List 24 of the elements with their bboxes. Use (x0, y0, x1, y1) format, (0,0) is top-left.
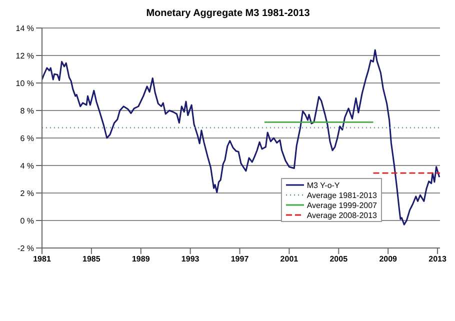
y-tick-label: 8 % (20, 106, 34, 116)
x-tick-label: 2013 (428, 254, 447, 264)
line-series (42, 49, 440, 226)
y-tick-label: 0 % (20, 216, 34, 226)
legend-label: M3 Y-o-Y (306, 180, 340, 190)
y-tick-label: 6 % (20, 134, 34, 143)
chart-title: Monetary Aggregate M3 1981-2013 (145, 8, 311, 21)
legend-label: Average 1981-2013 (306, 190, 377, 200)
x-tick-label: 1985 (82, 254, 101, 264)
y-tick-label: 4 % (20, 161, 34, 170)
x-tick-label: 2001 (280, 254, 299, 264)
legend-label: Average 2008-2013 (306, 210, 377, 220)
y-tick-label: 12 % (16, 51, 34, 60)
x-tick-label: 2005 (330, 254, 348, 264)
y-tick-label: -2 % (18, 244, 34, 253)
legend-label: Average 1999-2007 (306, 200, 377, 210)
x-tick-label: 1997 (230, 254, 250, 264)
x-tick-label: 1981 (33, 254, 52, 264)
y-tick-label: 2 % (20, 188, 34, 198)
x-tick-label: 1993 (181, 254, 200, 264)
x-tick-label: 1989 (132, 254, 150, 264)
x-tick-label: 2009 (379, 254, 398, 264)
y-tick-label: 14 % (16, 24, 34, 33)
y-tick-label: 10 % (16, 78, 34, 88)
